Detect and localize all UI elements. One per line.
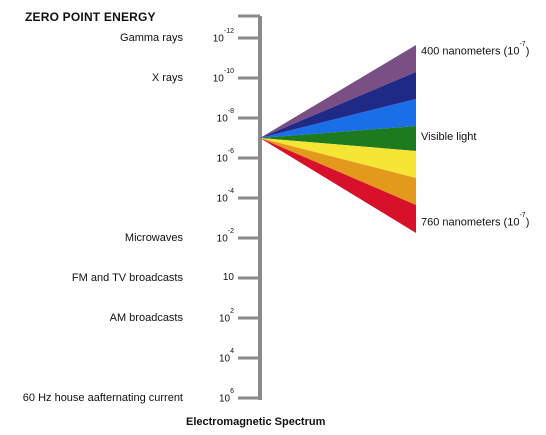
tick-label: 10-6 bbox=[216, 148, 234, 165]
band-label: Gamma rays bbox=[120, 32, 183, 44]
scale-axis bbox=[238, 14, 262, 400]
band-label: AM broadcasts bbox=[109, 312, 183, 324]
label-visible-light: Visible light bbox=[421, 131, 477, 143]
tick-label: 10-10 bbox=[212, 68, 234, 85]
band-label: FM and TV broadcasts bbox=[71, 272, 183, 284]
diagram-caption: Electromagnetic Spectrum bbox=[186, 416, 326, 428]
spectrum-band bbox=[260, 126, 416, 151]
tick-label: 10-2 bbox=[216, 228, 234, 245]
spectrum-band bbox=[260, 138, 416, 233]
visible-light-fan bbox=[260, 45, 416, 233]
band-label: 60 Hz house aafternating current bbox=[22, 392, 183, 404]
tick-label: 10-4 bbox=[216, 188, 234, 205]
tick-label: 106 bbox=[218, 388, 234, 405]
tick-label: 102 bbox=[218, 308, 234, 325]
tick-label: 104 bbox=[218, 348, 234, 365]
tick-label: 10 bbox=[222, 272, 234, 283]
spectrum-band bbox=[260, 45, 416, 138]
band-label: Microwaves bbox=[124, 232, 183, 244]
tick-label: 10-8 bbox=[216, 108, 234, 125]
tick-label: 10-12 bbox=[212, 28, 234, 45]
page-heading: ZERO POINT ENERGY bbox=[25, 10, 156, 24]
spectrum-band bbox=[260, 99, 416, 138]
spectrum-band bbox=[260, 72, 416, 138]
label-400nm: 400 nanometers (10-7) bbox=[421, 41, 530, 58]
band-label: X rays bbox=[151, 72, 183, 84]
label-760nm: 760 nanometers (10-7) bbox=[421, 212, 530, 229]
